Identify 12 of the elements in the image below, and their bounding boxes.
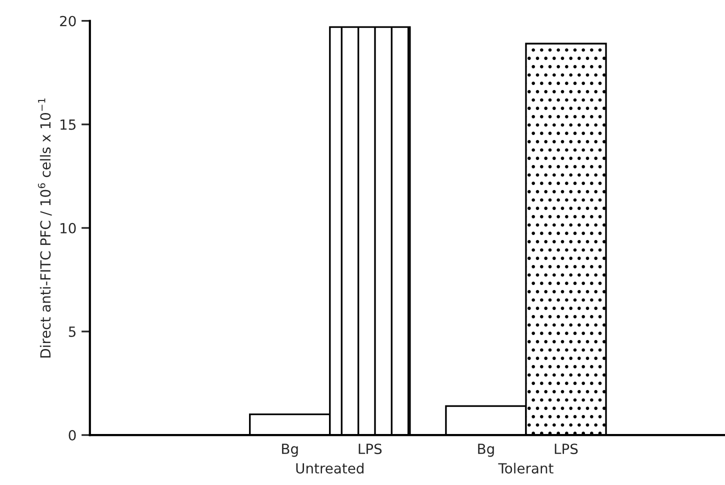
y-tick-label: 5: [68, 326, 76, 337]
y-axis-title: Direct anti-FITC PFC / 10$^{6}$ cells x 10$^{−1}$: [38, 98, 52, 358]
y-tick-label: 0: [68, 430, 76, 441]
x-tick-label: Untreated: [296, 462, 364, 474]
text: LPS: [554, 444, 578, 454]
series-label: Bg: [282, 444, 298, 457]
y-tick-label: 20: [60, 16, 76, 26]
y-tick-label: 10: [60, 222, 76, 234]
x-tick-label: Tolerant: [498, 462, 554, 474]
series-label: LPS: [358, 444, 382, 454]
y-tick-label: 15: [60, 120, 76, 130]
text: Bg: [478, 444, 494, 457]
